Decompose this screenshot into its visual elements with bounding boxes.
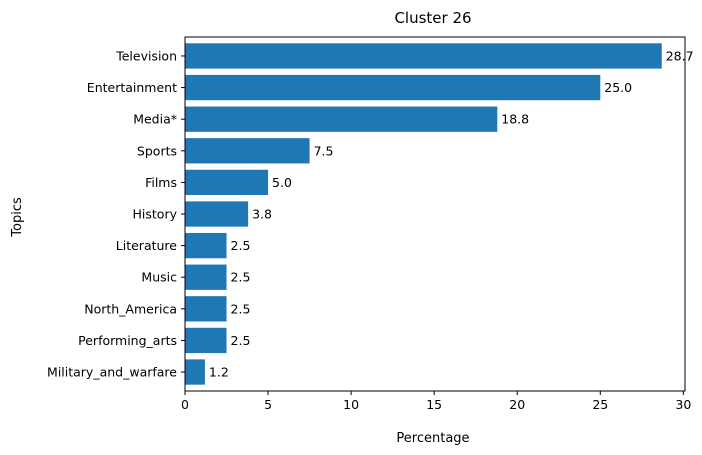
x-tick-label: 15 [426,397,442,412]
x-tick-label: 25 [592,397,608,412]
bar-north-america [185,296,227,322]
plot-area: Television 28.7 Entertainment 25.0 Media* 18.… [47,36,694,412]
y-tick-label: Performing_arts [78,333,177,348]
data-label: 2.5 [231,333,251,348]
data-label: 1.2 [209,365,229,380]
y-axis-label: Topics [10,197,25,238]
data-label: 5.0 [272,175,292,190]
y-tick-label: Media* [133,112,177,127]
data-label: 7.5 [314,143,334,158]
x-tick-label: 20 [509,397,525,412]
bar-literature [185,232,227,259]
y-tick-label: Literature [116,238,178,253]
y-tick-label: History [133,207,178,222]
y-tick-label: North_America [84,301,177,316]
bar-television [185,43,662,69]
data-label: 3.8 [252,207,272,222]
bar-music [185,264,227,290]
y-tick-label: Entertainment [87,80,177,95]
data-label: 2.5 [231,238,251,253]
bar-films [185,169,269,196]
axes-frame [184,36,686,392]
bar-military-and-warfare [185,359,205,385]
data-label: 28.7 [666,48,694,63]
y-tick-label: Military_and_warfare [47,365,177,380]
x-tick-label: 0 [181,397,189,412]
x-tick-label: 30 [675,397,691,412]
bar-media [185,106,498,132]
bar-sports [185,138,310,164]
x-tick-label: 5 [264,397,272,412]
y-tick-label: Music [141,270,177,285]
bar-entertainment [185,74,601,101]
x-axis-label: Percentage [396,431,469,446]
y-tick-label: Films [145,175,177,190]
data-label: 18.8 [501,112,529,127]
data-label: 2.5 [231,301,251,316]
bar-performing-arts [185,327,227,354]
data-label: 25.0 [604,80,632,95]
x-tick-label: 10 [343,397,359,412]
bar-history [185,201,249,227]
y-tick-label: Sports [137,143,177,158]
chart-title: Cluster 26 [394,9,471,27]
data-label: 2.5 [231,270,251,285]
y-tick-label: Television [115,48,177,63]
